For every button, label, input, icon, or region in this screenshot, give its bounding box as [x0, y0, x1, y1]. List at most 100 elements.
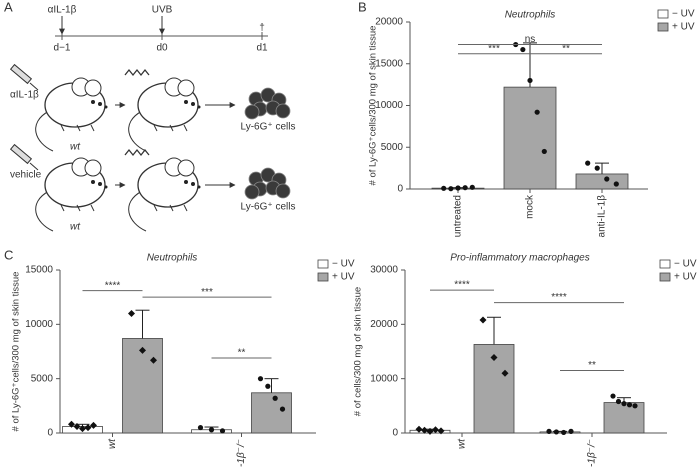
mouse-eye: [184, 180, 188, 184]
data-point: [585, 160, 591, 166]
bar: [251, 392, 292, 434]
day-label: d0: [156, 43, 168, 54]
panel-label: B: [358, 0, 367, 14]
x-tick-label: IL-1β⁻/⁻: [587, 439, 598, 467]
significance-label: ***: [201, 287, 213, 298]
mouse-tail: [128, 110, 147, 152]
significance-label: **: [562, 43, 570, 54]
panel-label: C: [4, 247, 13, 262]
significance-label: **: [588, 360, 596, 371]
significance-label: ****: [105, 280, 121, 291]
legend-label: + UV: [332, 272, 355, 283]
legend-swatch: [317, 272, 329, 282]
data-point: [448, 186, 454, 192]
data-point: [79, 425, 86, 433]
data-point: [455, 185, 461, 191]
x-tick-label: wt: [107, 438, 118, 449]
mouse-eye: [98, 182, 102, 186]
data-point: [621, 401, 627, 407]
data-point: [462, 185, 468, 191]
y-axis-label: # of Ly-6G⁺cells/300 mg of skin tissue: [368, 26, 379, 186]
data-point: [613, 181, 619, 187]
mouse-eye: [91, 100, 95, 104]
legend-swatch: [659, 259, 671, 269]
data-point: [415, 425, 423, 433]
mouse-leg: [60, 124, 65, 132]
data-point: [421, 426, 428, 434]
data-point: [615, 398, 622, 405]
x-tick-label: IL-1β⁻/⁻: [236, 439, 247, 467]
mouse-leg: [183, 204, 188, 212]
y-tick-label: 10000: [375, 100, 403, 111]
uv-wave: [124, 68, 150, 77]
significance-label: ***: [488, 43, 500, 54]
legend-label: − UV: [672, 9, 695, 20]
data-point: [594, 165, 600, 171]
uv-wave: [124, 148, 150, 157]
legend-swatch: [657, 22, 669, 32]
chart-title: Neutrophils: [147, 253, 198, 264]
data-point: [90, 421, 97, 429]
mouse-leg: [153, 204, 158, 212]
data-point: [219, 428, 226, 434]
chart-title: Neutrophils: [505, 10, 556, 21]
data-point: [197, 424, 204, 431]
mouse-eye: [191, 182, 195, 186]
mouse-nose: [104, 185, 108, 189]
y-tick-label: 0: [392, 428, 398, 439]
cell: [244, 104, 260, 120]
data-point: [257, 376, 264, 382]
event-label: αIL-1β: [48, 5, 77, 16]
syringe-needle: [29, 82, 39, 91]
bar: [575, 173, 629, 190]
bar: [603, 402, 645, 434]
chart-title: Pro-inflammatory macrophages: [450, 253, 590, 264]
data-point: [208, 427, 215, 433]
mouse-leg: [153, 124, 158, 132]
data-point: [527, 77, 533, 84]
significance-label: ****: [551, 292, 567, 303]
legend-swatch: [657, 9, 669, 19]
data-point: [534, 109, 540, 115]
data-point: [437, 427, 445, 435]
data-point: [265, 383, 271, 389]
treatment-label: αIL-1β: [10, 90, 39, 101]
mouse-ear: [84, 159, 102, 177]
mouse-leg: [169, 204, 174, 212]
legend-label: − UV: [332, 259, 355, 270]
result-label: Ly-6G⁺ cells: [241, 202, 296, 213]
data-point: [73, 422, 81, 430]
data-point: [546, 428, 552, 434]
data-point: [150, 356, 157, 364]
bar: [503, 86, 557, 190]
mouse-nose: [197, 185, 201, 189]
data-point: [568, 428, 574, 434]
mouse-leg: [76, 204, 81, 212]
mouse-tail: [35, 110, 54, 152]
mouse-label: wt: [70, 142, 81, 153]
y-tick-label: 15000: [25, 265, 53, 276]
mouse-leg: [76, 124, 81, 132]
treatment-label: vehicle: [10, 170, 42, 181]
mouse-ear: [84, 79, 102, 97]
data-point: [426, 427, 434, 435]
mouse-tail: [128, 190, 147, 232]
event-label: UVB: [152, 5, 173, 16]
x-tick-label: mock: [525, 194, 536, 219]
data-point: [272, 395, 278, 401]
y-axis-label: # of cells/300 mg of skin tissue: [353, 287, 364, 416]
significance-label: ****: [454, 280, 470, 291]
syringe-needle: [29, 162, 39, 171]
legend-swatch: [659, 272, 671, 282]
y-tick-label: 0: [47, 428, 53, 439]
data-point: [84, 424, 92, 432]
mouse-leg: [169, 124, 174, 132]
mouse-leg: [90, 124, 95, 132]
data-point: [610, 393, 616, 399]
data-point: [490, 353, 498, 361]
data-point: [541, 148, 547, 155]
mouse-leg: [60, 204, 65, 212]
x-tick-label: anti-IL-1β: [597, 195, 608, 238]
mouse-eye: [91, 180, 95, 184]
